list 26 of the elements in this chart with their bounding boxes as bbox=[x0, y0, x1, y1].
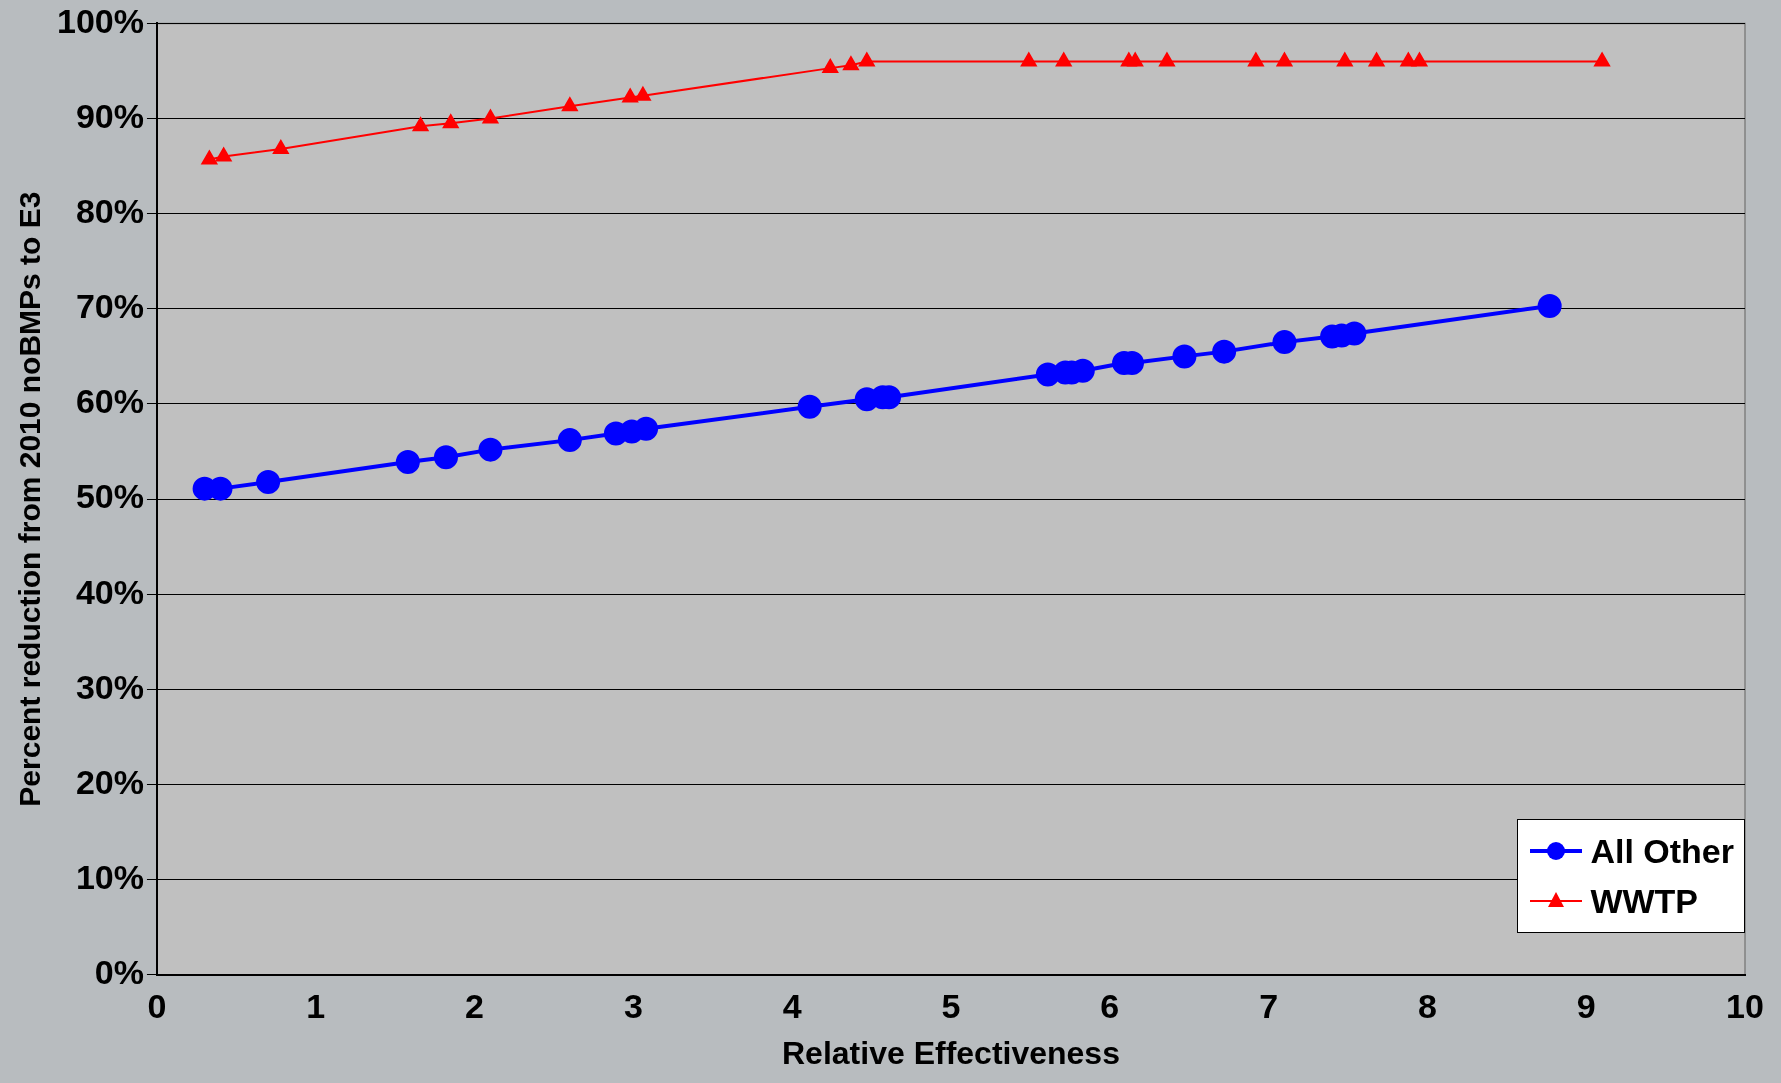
x-tick-label: 9 bbox=[1576, 986, 1596, 1025]
y-tick-label: 70% bbox=[75, 287, 144, 326]
x-tick-label: 0 bbox=[147, 986, 167, 1025]
y-tick-label: 80% bbox=[75, 192, 144, 231]
y-tick-label: 40% bbox=[75, 572, 144, 611]
y-tick-label: 10% bbox=[75, 858, 144, 897]
y-tick-label: 30% bbox=[75, 667, 144, 706]
legend-label: All Other bbox=[1590, 831, 1734, 871]
y-tick-label: 0% bbox=[94, 953, 144, 992]
x-tick-label: 2 bbox=[465, 986, 485, 1025]
x-tick-label: 10 bbox=[1726, 986, 1764, 1025]
y-tick-label: 60% bbox=[75, 382, 144, 421]
y-tick-label: 90% bbox=[75, 96, 144, 135]
y-tick-label: 100% bbox=[56, 1, 144, 40]
y-axis-title: Percent reduction from 2010 noBMPs to E3 bbox=[13, 191, 47, 807]
x-tick-label: 1 bbox=[306, 986, 326, 1025]
x-tick-label: 8 bbox=[1417, 986, 1437, 1025]
x-tick-label: 4 bbox=[782, 986, 802, 1025]
y-tick-label: 50% bbox=[75, 477, 144, 516]
x-tick-label: 3 bbox=[623, 986, 643, 1025]
x-tick-label: 7 bbox=[1259, 986, 1279, 1025]
x-tick-label: 6 bbox=[1100, 986, 1120, 1025]
x-axis-title: Relative Effectiveness bbox=[782, 1034, 1120, 1071]
x-tick-label: 5 bbox=[941, 986, 961, 1025]
y-tick-label: 20% bbox=[75, 762, 144, 801]
legend-label: WWTP bbox=[1590, 881, 1699, 921]
